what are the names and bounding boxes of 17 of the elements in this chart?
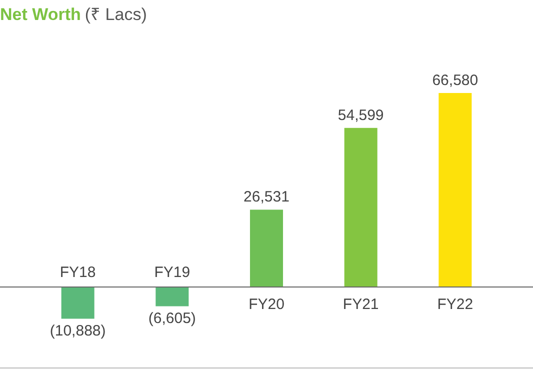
x-tick-label: FY19: [154, 264, 190, 281]
bar: [344, 128, 378, 287]
bar: [250, 210, 284, 287]
data-label: 26,531: [244, 188, 290, 206]
bar: [438, 93, 472, 287]
chart-title: Net Worth: [0, 5, 81, 24]
chart-subtitle: (₹ Lacs): [84, 5, 147, 24]
bar: [156, 287, 189, 306]
x-tick-label: FY18: [60, 264, 96, 281]
data-label: 54,599: [338, 106, 384, 124]
x-tick-label: FY21: [342, 296, 379, 313]
data-label: (6,605): [148, 310, 196, 328]
data-label: 66,580: [432, 72, 478, 89]
data-label: (10,888): [50, 322, 106, 340]
x-tick-label: FY20: [248, 296, 284, 313]
x-tick-label: FY22: [437, 296, 474, 313]
bar: [61, 287, 94, 319]
